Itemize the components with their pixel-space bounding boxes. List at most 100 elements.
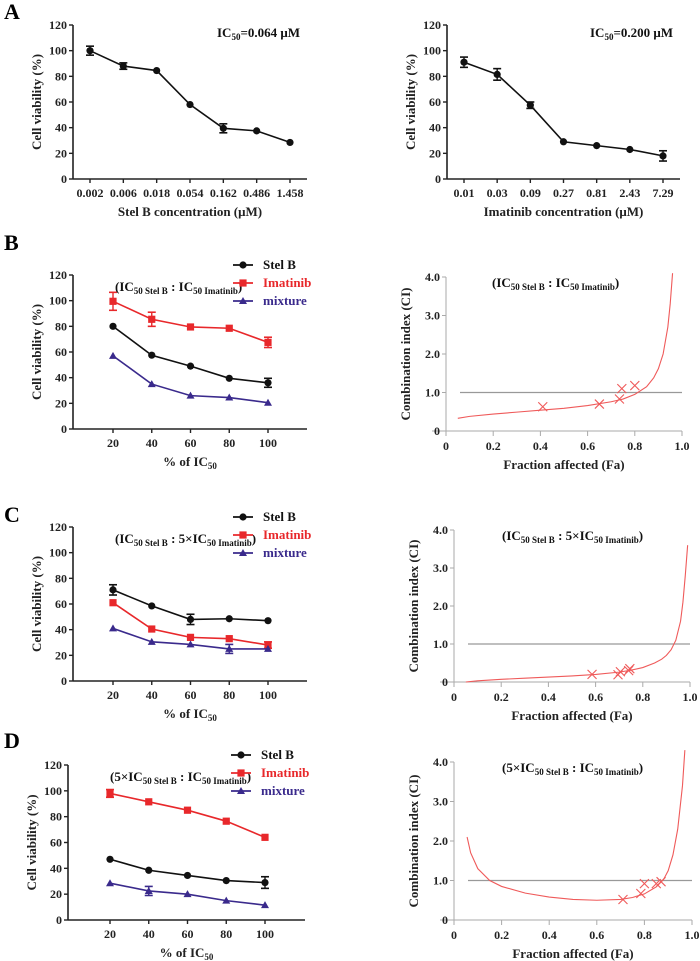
y-tick-label: 1.0 <box>433 637 448 651</box>
y-tick-label: 80 <box>55 319 67 333</box>
data-point <box>148 351 156 359</box>
ci-data-point <box>616 383 627 394</box>
data-point <box>109 322 117 330</box>
y-tick-label: 20 <box>55 396 67 410</box>
y-axis-title: Combination index (CI) <box>398 288 413 421</box>
x-tick-label: 2.43 <box>619 186 640 200</box>
x-marker-stroke <box>615 666 626 677</box>
x-tick-label: 1.0 <box>675 439 690 453</box>
x-tick-label: 0.03 <box>487 186 508 200</box>
y-axis-title: Cell viability (%) <box>29 304 44 400</box>
legend-label: mixture <box>261 783 305 798</box>
data-point <box>106 855 114 863</box>
y-tick-label: 2.0 <box>433 599 448 613</box>
y-tick-label: 40 <box>55 371 67 385</box>
data-point <box>183 871 192 880</box>
y-tick-label: 0 <box>435 172 441 186</box>
x-tick-label: 20 <box>107 436 119 450</box>
x-tick-label: 40 <box>143 927 155 941</box>
x-marker-stroke <box>616 383 627 394</box>
x-marker-stroke <box>537 401 548 412</box>
y-tick-label: 100 <box>49 294 67 308</box>
y-axis-title: Combination index (CI) <box>406 540 421 673</box>
legend-marker <box>239 261 247 269</box>
legend-marker <box>237 769 245 777</box>
data-point <box>109 599 117 607</box>
x-tick-label: 0.8 <box>637 928 652 942</box>
y-axis-title: Cell viability (%) <box>24 794 39 890</box>
data-point <box>148 602 156 610</box>
ci-data-point <box>629 380 640 391</box>
x-tick-label: 0.6 <box>589 928 604 942</box>
x-marker-stroke <box>656 876 666 887</box>
x-tick-label: 20 <box>104 927 116 941</box>
ratio-annotation: (IC50 Stel B : IC50 Imatinib) <box>115 279 242 296</box>
ci-curve <box>466 750 686 901</box>
y-tick-label: 0 <box>56 913 62 927</box>
legend-item-mixture: mixture <box>231 783 305 798</box>
y-tick-label: 1.0 <box>425 386 440 400</box>
x-tick-label: 0.4 <box>533 439 548 453</box>
data-point <box>183 806 192 814</box>
y-tick-label: 60 <box>55 597 67 611</box>
data-point <box>626 145 634 154</box>
panel-label-a: A <box>4 0 20 24</box>
legend-marker <box>239 513 247 521</box>
chart-c-left: 0 20 40 60 80 100 120 20 40 60 80 100 Cell viability… <box>29 509 311 723</box>
legend-label: Imatinib <box>263 275 311 290</box>
data-point <box>109 624 117 632</box>
y-tick-label: 0 <box>442 913 448 927</box>
x-marker-stroke <box>614 394 625 404</box>
series-line <box>89 49 291 144</box>
chart-a-right: 0 20 40 60 80 100 120 0.01 0.03 0.09 0.27 0.81 2.43 7… <box>403 18 680 219</box>
ci-data-point <box>624 663 635 674</box>
x-axis-title: Fraction affected (Fa) <box>503 457 624 472</box>
legend-marker <box>237 751 245 759</box>
data-point <box>186 640 195 648</box>
data-point <box>222 877 230 885</box>
charts-container: 0 20 40 60 80 100 120 0.002 0.006 0.018 0.054 0.162… <box>24 18 700 961</box>
y-tick-label: 40 <box>55 623 67 637</box>
series-line <box>112 325 269 384</box>
y-tick-label: 1.0 <box>433 874 448 888</box>
x-tick-label: 0.81 <box>586 186 607 200</box>
x-tick-label: 0.162 <box>210 186 237 200</box>
series-stel-b <box>106 855 269 890</box>
data-point <box>659 152 667 160</box>
data-point <box>183 890 192 898</box>
data-point <box>559 138 568 146</box>
y-tick-label: 2.0 <box>425 347 440 361</box>
x-tick-label: 60 <box>185 436 197 450</box>
data-point <box>186 100 194 109</box>
data-point <box>86 47 94 55</box>
ic50-annotation: IC50=0.200 μM <box>590 25 673 42</box>
data-point <box>186 391 195 399</box>
y-tick-label: 80 <box>55 69 67 83</box>
data-point <box>148 625 156 633</box>
x-marker-stroke <box>639 878 650 889</box>
x-tick-label: 1.0 <box>683 690 698 704</box>
data-point <box>222 817 230 825</box>
legend-item-stel-b: Stel B <box>233 257 296 272</box>
y-tick-label: 4.0 <box>425 270 440 284</box>
x-tick-label: 0.2 <box>486 439 501 453</box>
x-tick-label: 0.006 <box>110 186 137 200</box>
legend-item-mixture: mixture <box>233 293 307 308</box>
ratio-annotation: (IC50 Stel B : IC50 Imatinib) <box>492 275 619 292</box>
x-axis-title: % of IC50 <box>163 454 217 471</box>
x-tick-label: 0.6 <box>588 690 603 704</box>
panel-label-c: C <box>4 502 20 527</box>
y-tick-label: 120 <box>423 18 441 32</box>
data-point <box>148 315 156 323</box>
ci-data-point <box>587 669 597 680</box>
y-tick-label: 80 <box>50 810 62 824</box>
series-line <box>112 300 269 344</box>
y-tick-label: 100 <box>49 44 67 58</box>
data-point <box>153 66 161 75</box>
chart-d-right: 0 1.0 2.0 3.0 4.0 0 0.2 0.4 0.6 0.8 1.0 Combination… <box>406 750 700 961</box>
legend-label: Imatinib <box>263 527 311 542</box>
data-point <box>144 886 153 894</box>
legend-item-stel-b: Stel B <box>231 747 294 762</box>
ratio-annotation: (5×IC50 Stel B : IC50 Imatinib) <box>110 769 251 786</box>
